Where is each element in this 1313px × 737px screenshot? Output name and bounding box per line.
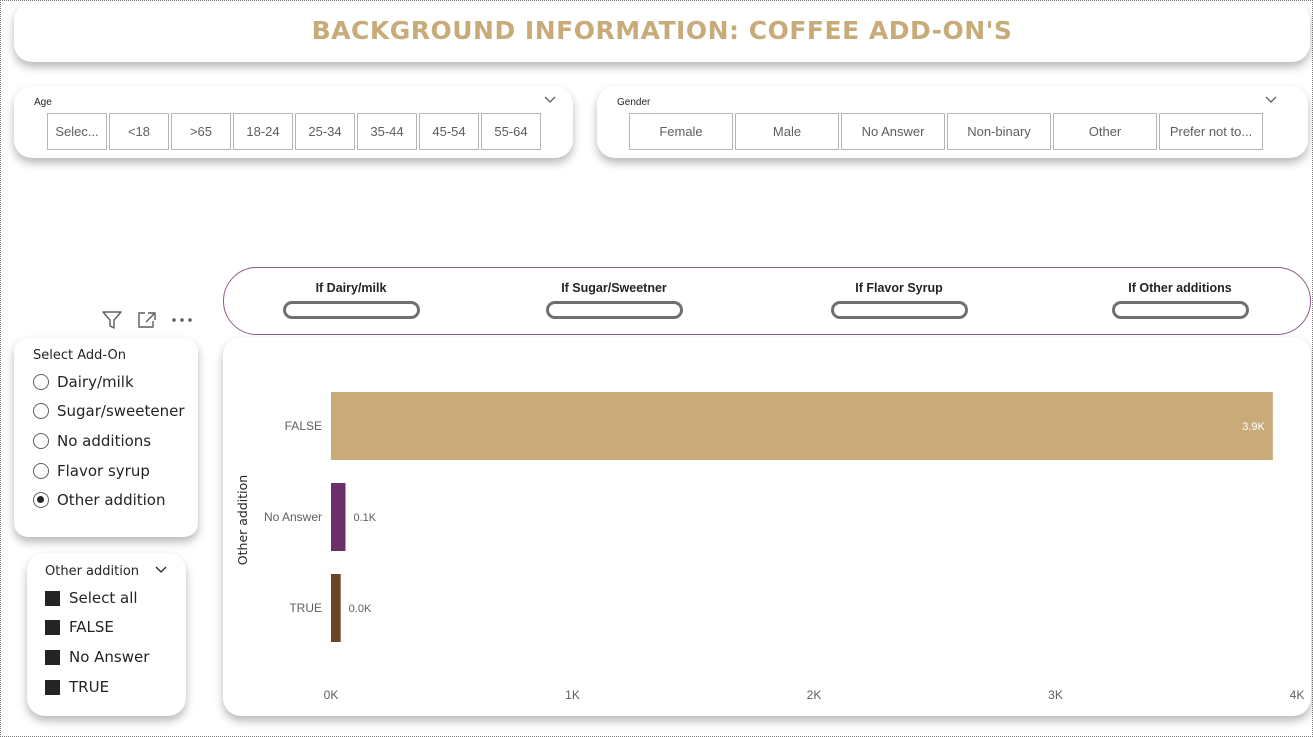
category-label: No Answer	[264, 510, 322, 524]
checkbox-checked[interactable]	[45, 679, 60, 695]
radio-button-selected[interactable]	[33, 492, 49, 508]
checkbox-checked[interactable]	[45, 590, 60, 606]
pill-dairy-milk[interactable]: If Dairy/milk	[282, 281, 420, 319]
age-tile-55-64[interactable]: 55-64	[481, 113, 541, 150]
checkbox-select-all[interactable]: Select all	[45, 589, 138, 607]
data-label: 0.1K	[353, 512, 376, 524]
radio-option-other-addition[interactable]: Other addition	[33, 491, 166, 509]
pill-label: If Flavor Syrup	[855, 281, 943, 295]
age-tile-select-all[interactable]: Selec...	[47, 113, 107, 150]
more-options-icon[interactable]	[171, 317, 193, 323]
addon-slicer: Select Add-On Dairy/milk Sugar/sweetener…	[14, 338, 198, 537]
bar-chart-card: Other addition FALSE 3.9K No Answer 0.1K TRUE…	[223, 337, 1311, 716]
radio-label: Flavor syrup	[57, 462, 150, 480]
bar[interactable]	[331, 392, 1273, 460]
gender-tile-male[interactable]: Male	[735, 113, 839, 150]
x-tick-label: 2K	[807, 688, 822, 702]
chevron-down-icon[interactable]	[1265, 95, 1277, 105]
pill-flavor-syrup[interactable]: If Flavor Syrup	[830, 281, 968, 319]
checkbox-label: No Answer	[69, 648, 150, 666]
checkbox-true[interactable]: TRUE	[45, 678, 109, 696]
radio-label: No additions	[57, 432, 152, 450]
pill-sugar-sweetner[interactable]: If Sugar/Sweetner	[545, 281, 683, 319]
title-card: BACKGROUND INFORMATION: COFFEE ADD-ON'S	[14, 2, 1310, 62]
bar[interactable]	[331, 574, 341, 642]
age-tile-over-65[interactable]: >65	[171, 113, 231, 150]
checkbox-checked[interactable]	[45, 649, 60, 665]
bar[interactable]	[331, 483, 346, 551]
pill-toggle[interactable]	[830, 301, 968, 319]
data-label: 0.0K	[349, 603, 372, 615]
x-tick-label: 0K	[324, 688, 339, 702]
filter-icon[interactable]	[101, 310, 123, 330]
addon-condition-panel: If Dairy/milk If Sugar/Sweetner If Flavo…	[223, 267, 1311, 335]
checkbox-label: TRUE	[69, 678, 110, 696]
checkbox-label: FALSE	[69, 618, 114, 636]
chevron-down-icon[interactable]	[155, 565, 167, 574]
age-tile-35-44[interactable]: 35-44	[357, 113, 417, 150]
category-label: TRUE	[289, 601, 322, 615]
chevron-down-icon[interactable]	[544, 95, 556, 105]
age-slicer-label: Age	[34, 97, 52, 108]
radio-label: Sugar/sweetener	[57, 402, 185, 420]
gender-slicer-label: Gender	[617, 97, 651, 108]
pill-toggle[interactable]	[545, 301, 683, 319]
radio-button[interactable]	[33, 374, 49, 390]
pill-toggle[interactable]	[282, 301, 420, 319]
pill-label: If Other additions	[1128, 281, 1232, 295]
x-tick-label: 1K	[565, 688, 580, 702]
gender-tile-prefer-not-to-say[interactable]: Prefer not to...	[1159, 113, 1263, 150]
pill-label: If Sugar/Sweetner	[561, 281, 667, 295]
gender-tile-no-answer[interactable]: No Answer	[841, 113, 945, 150]
gender-slicer: Gender Female Male No Answer Non-binary …	[597, 86, 1308, 158]
radio-option-flavor-syrup[interactable]: Flavor syrup	[33, 462, 150, 480]
radio-label: Other addition	[57, 491, 166, 509]
other-slicer-title: Other addition	[45, 564, 140, 579]
gender-tile-non-binary[interactable]: Non-binary	[947, 113, 1051, 150]
age-tile-18-24[interactable]: 18-24	[233, 113, 293, 150]
age-tile-45-54[interactable]: 45-54	[419, 113, 479, 150]
checkbox-no-answer[interactable]: No Answer	[45, 648, 149, 666]
age-tile-under-18[interactable]: <18	[109, 113, 169, 150]
radio-option-sugar-sweetener[interactable]: Sugar/sweetener	[33, 402, 185, 420]
page-title: BACKGROUND INFORMATION: COFFEE ADD-ON'S	[311, 16, 1013, 45]
x-tick-label: 3K	[1048, 688, 1063, 702]
focus-mode-icon[interactable]	[137, 311, 157, 329]
visual-header	[101, 310, 193, 330]
radio-button[interactable]	[33, 433, 49, 449]
addon-slicer-title: Select Add-On	[33, 348, 126, 363]
category-label: FALSE	[285, 419, 322, 433]
age-tile-25-34[interactable]: 25-34	[295, 113, 355, 150]
checkbox-label: Select all	[69, 589, 138, 607]
checkbox-false[interactable]: FALSE	[45, 618, 114, 636]
radio-button[interactable]	[33, 403, 49, 419]
pill-toggle[interactable]	[1111, 301, 1249, 319]
x-tick-label: 4K	[1290, 688, 1305, 702]
pill-label: If Dairy/milk	[315, 281, 387, 295]
bar-chart: Other addition FALSE 3.9K No Answer 0.1K TRUE…	[235, 392, 1305, 702]
radio-label: Dairy/milk	[57, 373, 134, 391]
radio-option-no-additions[interactable]: No additions	[33, 432, 151, 450]
pill-other-additions[interactable]: If Other additions	[1111, 281, 1249, 319]
y-axis-title: Other addition	[235, 475, 250, 565]
age-slicer: Age Selec... <18 >65 18-24 25-34 35-44 4…	[14, 86, 573, 158]
gender-tile-female[interactable]: Female	[629, 113, 733, 150]
checkbox-checked[interactable]	[45, 619, 60, 635]
radio-button[interactable]	[33, 463, 49, 479]
other-addition-slicer: Other addition Select all FALSE No Answe…	[27, 553, 186, 716]
gender-tile-other[interactable]: Other	[1053, 113, 1157, 150]
radio-option-dairy-milk[interactable]: Dairy/milk	[33, 373, 134, 391]
data-label: 3.9K	[1242, 421, 1265, 433]
